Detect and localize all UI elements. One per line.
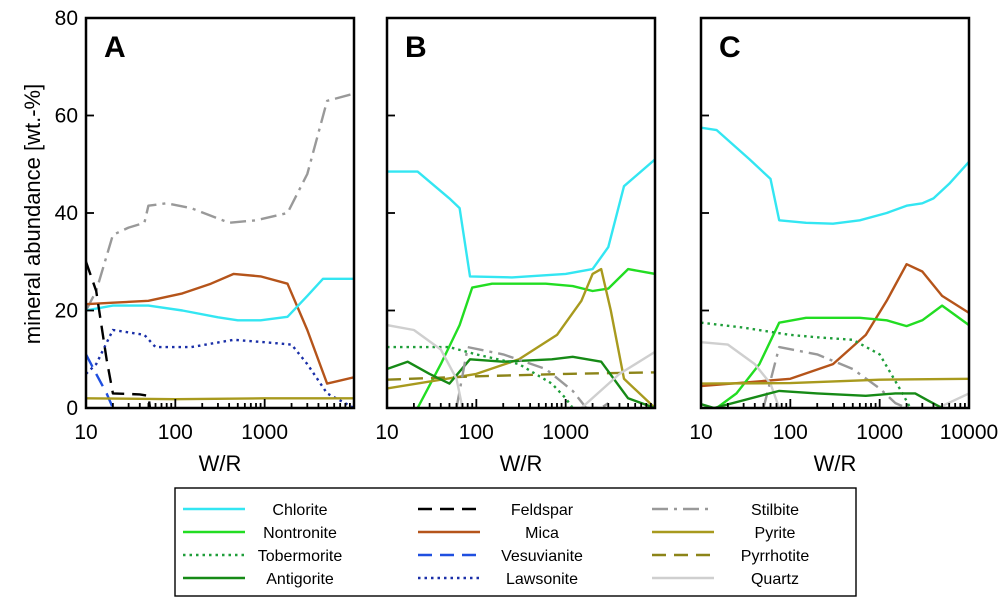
series-mica-line xyxy=(86,272,354,385)
series-feldspar-line xyxy=(86,261,152,408)
legend-item-lawsonite: Lawsonite xyxy=(418,571,578,588)
x-tick-label: 100 xyxy=(773,421,808,444)
legend-item-nontronite: Nontronite xyxy=(183,525,337,542)
series-chlorite-line xyxy=(86,277,354,322)
x-tick-label: 10 xyxy=(74,421,97,444)
series-antigorite-line xyxy=(701,389,943,408)
legend-label: Tobermorite xyxy=(258,548,343,565)
series-pyrite-line xyxy=(701,377,969,385)
panel-frame xyxy=(699,16,971,410)
legend-item-vesuvianite: Vesuvianite xyxy=(418,548,583,565)
legend-label: Quartz xyxy=(751,571,799,588)
legend-label: Vesuvianite xyxy=(501,548,583,565)
y-tick-label: 60 xyxy=(55,105,78,128)
x-tick-label: 100 xyxy=(158,421,193,444)
legend-label: Chlorite xyxy=(272,502,327,519)
y-tick-label: 80 xyxy=(55,7,78,30)
series-quartz-line xyxy=(701,341,969,408)
legend-label: Nontronite xyxy=(263,525,337,542)
x-axis-label: W/R xyxy=(814,451,857,476)
series-mica-line xyxy=(701,263,969,388)
x-axis-label: W/R xyxy=(500,451,543,476)
series-nontronite-line xyxy=(416,267,655,408)
panel-label: A xyxy=(104,31,126,64)
legend-label: Stilbite xyxy=(751,502,799,519)
legend-item-tobermorite: Tobermorite xyxy=(183,548,342,565)
legend-item-chlorite: Chlorite xyxy=(183,502,328,519)
legend: Chlorite Feldspar Stilbite Nontronite Mica Py… xyxy=(174,487,857,597)
y-tick-label: 40 xyxy=(55,202,78,225)
legend-item-pyrrhotite: Pyrrhotite xyxy=(652,548,809,565)
x-tick-label: 10 xyxy=(689,421,712,444)
x-tick-label: 100 xyxy=(459,421,494,444)
legend-item-feldspar: Feldspar xyxy=(418,502,574,519)
x-tick-label: 1000 xyxy=(241,421,288,444)
series-tobermorite-line xyxy=(701,321,912,408)
series-lawsonite-line xyxy=(86,328,354,408)
legend-item-antigorite: Antigorite xyxy=(183,571,334,588)
series-pyrite-line xyxy=(86,397,354,401)
x-tick-label: 1000 xyxy=(542,421,589,444)
legend-label: Mica xyxy=(525,525,559,542)
panel-b: 10 100 1000 B W/R xyxy=(375,16,657,476)
series-stilbite-line xyxy=(762,345,908,408)
y-tick-label: 0 xyxy=(66,397,78,420)
x-axis-label: W/R xyxy=(199,451,242,476)
legend-frame xyxy=(174,487,857,597)
x-tick-label: 1000 xyxy=(856,421,903,444)
series-stilbite-line xyxy=(86,92,354,312)
y-axis-label: mineral abundance [wt.-%] xyxy=(20,84,45,344)
panel-label: C xyxy=(719,31,741,64)
series-stilbite-line xyxy=(455,345,609,408)
series-pyrite-line xyxy=(387,267,655,408)
legend-item-stilbite: Stilbite xyxy=(652,502,799,519)
legend-label: Feldspar xyxy=(511,502,574,519)
legend-item-mica: Mica xyxy=(418,525,559,542)
series-chlorite-line xyxy=(387,158,655,279)
panel-frame xyxy=(385,16,657,410)
panel-label: B xyxy=(405,31,427,64)
legend-label: Pyrrhotite xyxy=(741,548,810,565)
x-tick-label: 10 xyxy=(375,421,398,444)
legend-label: Lawsonite xyxy=(506,571,578,588)
legend-item-quartz: Quartz xyxy=(652,571,799,588)
series-chlorite-line xyxy=(701,126,969,225)
panel-c: 10 100 1000 10000 C W/R xyxy=(689,16,998,476)
series-quartz-line xyxy=(387,323,655,408)
x-tick-label: 10000 xyxy=(940,421,998,444)
series-vesuvianite-line xyxy=(86,353,115,408)
panel-a: 10 100 1000 0 20 40 60 80 A W/R xyxy=(55,7,356,476)
legend-label: Pyrite xyxy=(755,525,796,542)
series-nontronite-line xyxy=(701,304,969,408)
legend-item-pyrite: Pyrite xyxy=(652,525,796,542)
legend-label: Antigorite xyxy=(266,571,334,588)
y-tick-label: 20 xyxy=(55,300,78,323)
